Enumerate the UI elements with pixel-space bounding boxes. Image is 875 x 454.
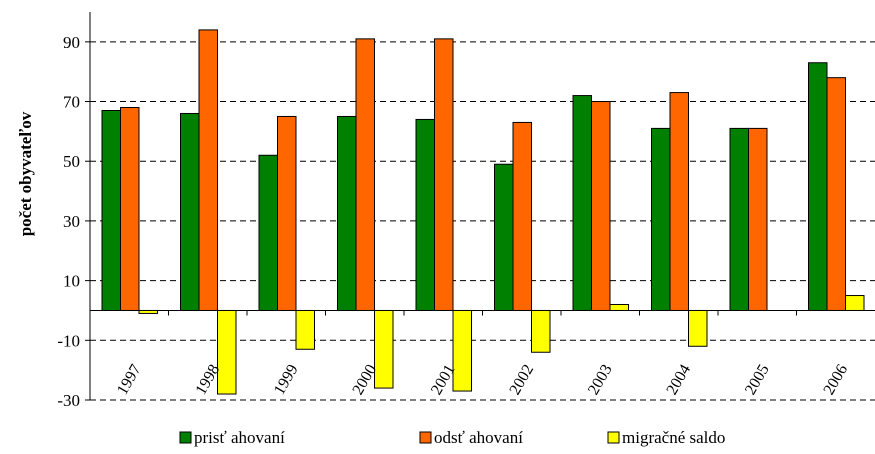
legend-swatch-1 [179, 431, 192, 444]
bar-3-2004 [688, 309, 708, 347]
bar-2-1997 [120, 107, 140, 311]
bar-2-2005 [748, 127, 768, 311]
bar-2-2006 [826, 77, 846, 311]
bar-1-2003 [572, 95, 592, 311]
x-category-label: 2004 [663, 362, 694, 398]
legend-swatch-3 [607, 431, 620, 444]
legend-label-1: prisť ahovaní [194, 428, 285, 447]
legend: prisť ahovaní odsť ahovaní migračné saldo [179, 428, 725, 447]
y-tick-label: -10 [57, 331, 80, 350]
y-tick-label: 90 [63, 33, 80, 52]
bar-1-2004 [651, 127, 671, 311]
bar-1-1998 [180, 112, 200, 311]
bar-3-2000 [374, 309, 394, 389]
bar-1-1997 [101, 109, 121, 311]
bar-2-2001 [434, 38, 454, 311]
bar-1-2000 [337, 115, 357, 311]
y-tick-labels: -30 -10 10 30 50 70 90 [57, 33, 80, 410]
y-tick-label: -30 [57, 391, 80, 410]
x-category-label: 2006 [820, 362, 851, 398]
bar-2-2000 [355, 38, 375, 311]
x-category-label: 1999 [271, 362, 302, 398]
y-tick-label: 50 [63, 152, 80, 171]
bar-1-1999 [258, 154, 278, 311]
bar-2-2002 [512, 121, 532, 311]
bar-1-2006 [808, 62, 828, 311]
bar-1-2005 [729, 127, 749, 311]
y-tick-label: 30 [63, 212, 80, 231]
bar-1-2001 [415, 118, 435, 311]
bar-3-1998 [217, 309, 237, 395]
bar-3-2002 [531, 309, 551, 353]
legend-swatch-2 [419, 431, 432, 444]
bar-2-1999 [277, 115, 297, 311]
x-category-label: 2005 [742, 362, 773, 398]
bar-2-1998 [198, 29, 218, 311]
bar-3-2006 [845, 295, 865, 311]
bars [101, 29, 865, 395]
legend-label-3: migračné saldo [622, 428, 725, 447]
y-tick-label: 10 [63, 272, 80, 291]
bar-3-2003 [609, 303, 629, 311]
y-tick-label: 70 [63, 93, 80, 112]
y-axis-title: počet obyvateľov [16, 111, 35, 236]
bar-1-2002 [494, 163, 514, 311]
x-category-label: 2003 [585, 362, 616, 398]
axes [85, 12, 875, 401]
x-category-label: 2002 [506, 362, 537, 398]
x-category-label: 1997 [114, 362, 145, 398]
bar-3-1999 [295, 309, 315, 350]
bar-2-2004 [669, 92, 689, 311]
bar-3-2001 [452, 309, 472, 392]
legend-label-2: odsť ahovaní [434, 428, 523, 447]
bar-2-2003 [591, 101, 611, 311]
